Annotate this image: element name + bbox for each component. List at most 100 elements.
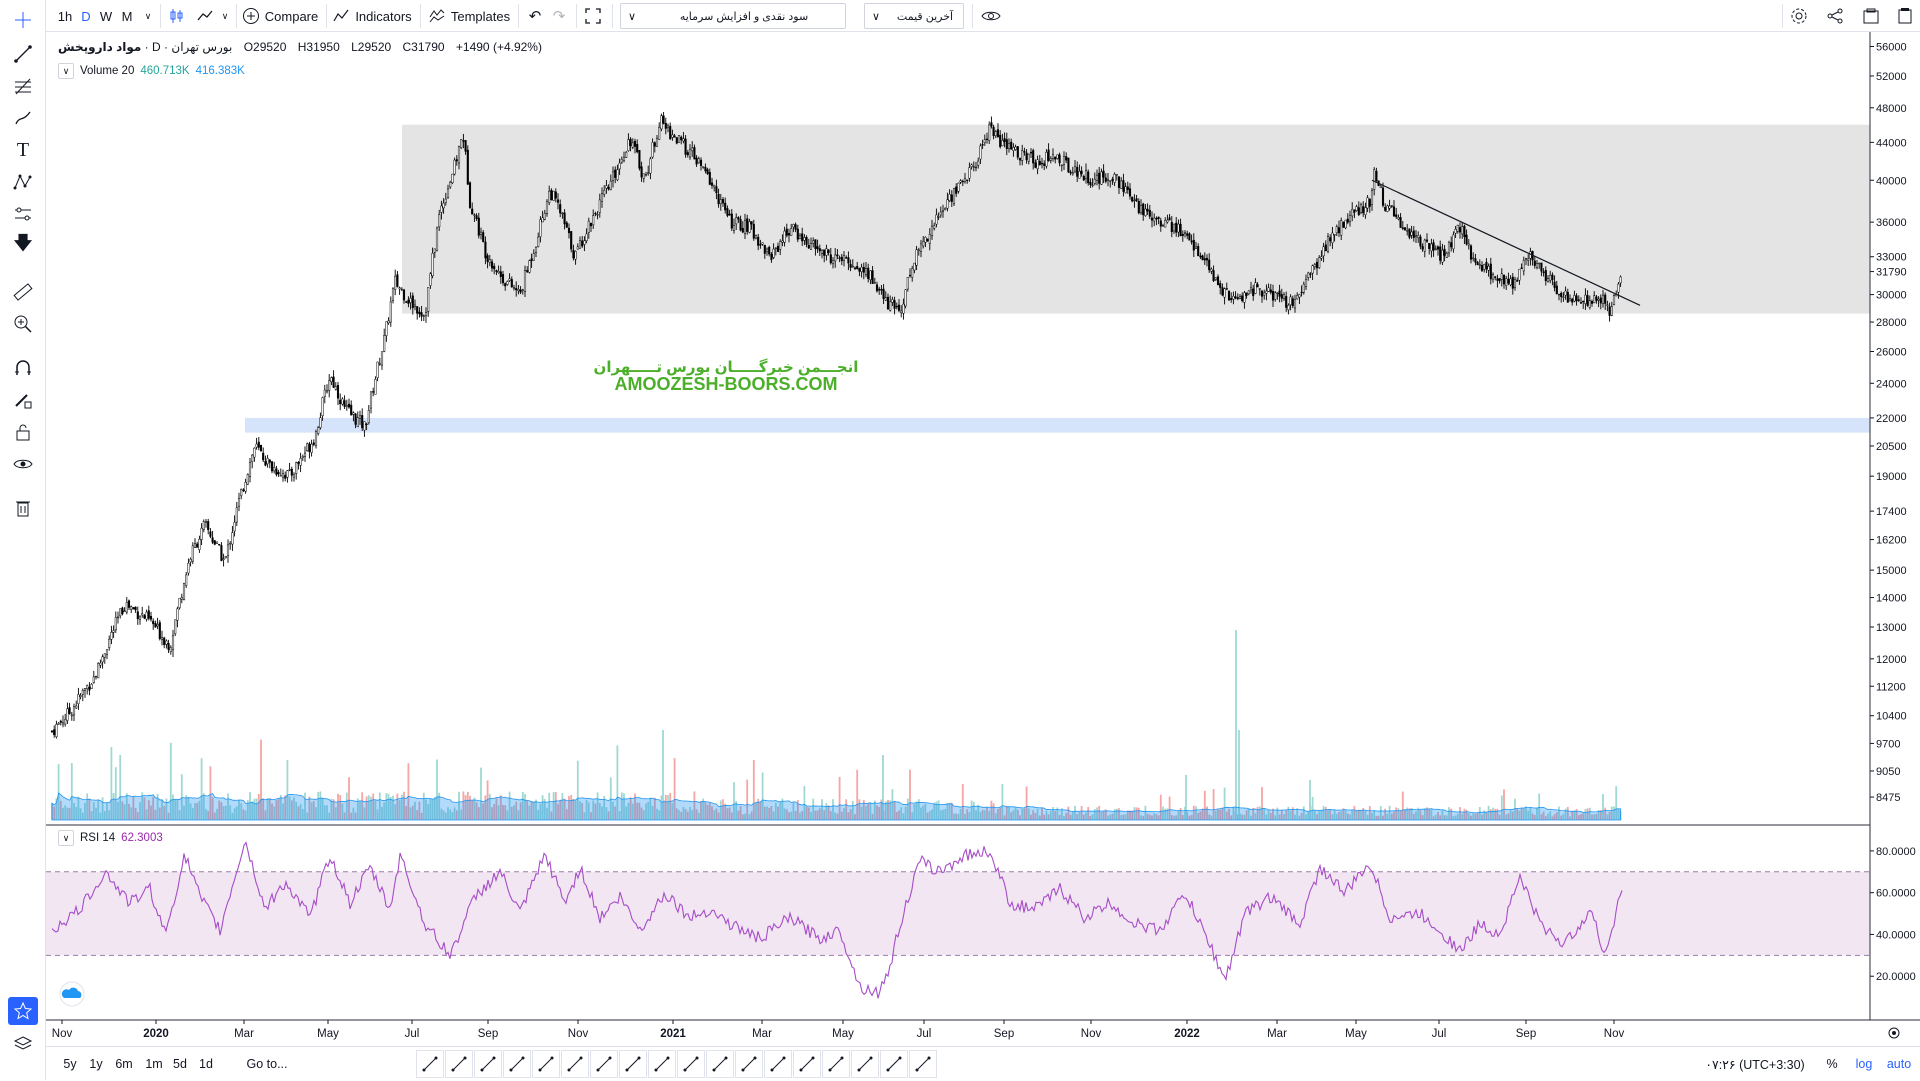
rectangle-icon[interactable] bbox=[474, 1050, 502, 1078]
callout-icon[interactable] bbox=[561, 1050, 589, 1078]
parallel-channel-icon[interactable] bbox=[445, 1050, 473, 1078]
indicators-button[interactable]: Indicators bbox=[330, 0, 414, 32]
interval-d[interactable]: D bbox=[81, 8, 91, 24]
trend-line-icon[interactable] bbox=[8, 40, 38, 68]
favorites-star-icon[interactable] bbox=[8, 997, 38, 1025]
line-chart-icon[interactable] bbox=[192, 0, 218, 32]
volume-bar bbox=[1186, 811, 1189, 820]
range-5y[interactable]: 5y bbox=[63, 1057, 77, 1071]
volume-bar bbox=[376, 809, 379, 820]
dividends-dropdown[interactable]: ∨ سود نقدی و افزایش سرمایه bbox=[620, 3, 846, 29]
volume-bar bbox=[455, 810, 458, 820]
templates-button[interactable]: Templates bbox=[426, 0, 512, 32]
elliott-wave-icon[interactable] bbox=[764, 1050, 792, 1078]
layout-icon[interactable] bbox=[1892, 0, 1918, 32]
rsi-collapse-chevron-icon[interactable]: ∨ bbox=[58, 830, 74, 846]
share-icon[interactable] bbox=[1822, 0, 1848, 32]
log-toggle[interactable]: log bbox=[1855, 1057, 1873, 1071]
price-source-dropdown[interactable]: ∨ آخرین قیمت bbox=[864, 3, 964, 29]
range-1d[interactable]: 1d bbox=[199, 1057, 213, 1071]
crosshair-icon[interactable] bbox=[8, 6, 38, 34]
prediction-tools-icon[interactable] bbox=[8, 200, 38, 228]
goto-button[interactable]: Go to... bbox=[246, 1057, 288, 1071]
extended-line-icon[interactable] bbox=[648, 1050, 676, 1078]
visibility-eye-icon[interactable] bbox=[8, 450, 38, 478]
volume-bar bbox=[693, 791, 696, 820]
candle-body bbox=[770, 253, 773, 260]
trash-icon[interactable] bbox=[8, 494, 38, 522]
xabcd-icon[interactable] bbox=[909, 1050, 937, 1078]
fib-tools-icon[interactable] bbox=[8, 72, 38, 100]
price-chart[interactable]: انجـــمن خبرگـــــان بورس تـــــهران AMO… bbox=[46, 32, 1920, 1046]
fullscreen-icon[interactable] bbox=[582, 0, 604, 32]
range-1y[interactable]: 1y bbox=[89, 1057, 103, 1071]
interval-w[interactable]: W bbox=[99, 8, 113, 24]
range-1m[interactable]: 1m bbox=[145, 1057, 163, 1071]
arrow-down-icon[interactable]: 🡇 bbox=[13, 233, 33, 253]
chart-settings-gear-icon[interactable] bbox=[1888, 1027, 1900, 1039]
downtrend-line[interactable] bbox=[1371, 179, 1641, 306]
horizontal-lines-icon[interactable] bbox=[416, 1050, 444, 1078]
text-tool-icon[interactable]: T bbox=[16, 138, 30, 161]
brush-icon[interactable] bbox=[8, 104, 38, 132]
chart-type-chevron-icon[interactable]: ∨ bbox=[221, 10, 229, 21]
candle-body bbox=[1056, 154, 1059, 159]
candles-chart-icon[interactable] bbox=[164, 0, 190, 32]
clock-timezone[interactable]: ۰۷:۲۶ (UTC+3:30) bbox=[1705, 1057, 1805, 1072]
volume-collapse-chevron-icon[interactable]: ∨ bbox=[58, 63, 74, 79]
horizontal-ray-icon[interactable] bbox=[590, 1050, 618, 1078]
cross-line-icon[interactable] bbox=[619, 1050, 647, 1078]
tradingview-cloud-icon[interactable] bbox=[59, 981, 85, 1007]
trend-line-icon[interactable] bbox=[532, 1050, 560, 1078]
text-icon[interactable] bbox=[503, 1050, 531, 1078]
eye-icon[interactable] bbox=[978, 0, 1004, 32]
percent-toggle[interactable]: % bbox=[1826, 1057, 1838, 1071]
range-6m[interactable]: 6m bbox=[115, 1057, 133, 1071]
symbol-name[interactable]: مواد داروپخش bbox=[58, 40, 142, 54]
object-tree-layers-icon[interactable] bbox=[8, 1030, 38, 1058]
path-icon[interactable] bbox=[880, 1050, 908, 1078]
settings-gear-icon[interactable] bbox=[1786, 0, 1812, 32]
volume-bar bbox=[326, 805, 328, 820]
snapshot-icon[interactable] bbox=[1858, 0, 1884, 32]
volume-bar bbox=[645, 803, 647, 820]
volume-bar bbox=[741, 814, 744, 820]
fib-retracement-icon[interactable] bbox=[851, 1050, 879, 1078]
volume-bar bbox=[1302, 806, 1305, 820]
time-axis[interactable]: Nov 2020 Mar May Jul Sep Nov 2021 Mar May Jul Sep No… bbox=[52, 1020, 1625, 1040]
candle-body bbox=[1399, 217, 1402, 228]
candle-body bbox=[1597, 298, 1600, 301]
volume-bar bbox=[607, 811, 610, 820]
ruler-icon[interactable] bbox=[8, 278, 38, 306]
undo-icon[interactable]: ↶ bbox=[528, 8, 542, 25]
support-zone[interactable] bbox=[245, 417, 1870, 433]
magnet-icon[interactable] bbox=[8, 354, 38, 382]
head-shoulders-icon[interactable] bbox=[822, 1050, 850, 1078]
compare-button[interactable]: Compare bbox=[240, 0, 320, 32]
auto-toggle[interactable]: auto bbox=[1886, 1057, 1912, 1071]
volume-bar bbox=[983, 810, 986, 820]
zoom-in-icon[interactable] bbox=[8, 310, 38, 338]
candle-body bbox=[330, 377, 333, 382]
candle-body bbox=[341, 398, 344, 405]
redo-icon[interactable]: ↷ bbox=[552, 8, 566, 25]
volume-spike bbox=[1235, 630, 1237, 820]
horizontal-segment-icon[interactable] bbox=[706, 1050, 734, 1078]
lock-drawing-pencil-icon[interactable] bbox=[8, 386, 38, 414]
price-axis[interactable]: 5600052000480004400040000360003300030000… bbox=[1870, 42, 1907, 805]
volume-bar bbox=[889, 800, 892, 820]
lock-icon[interactable] bbox=[8, 418, 38, 446]
arrow-line-icon[interactable] bbox=[677, 1050, 705, 1078]
interval-m[interactable]: M bbox=[121, 8, 133, 24]
volume-spike bbox=[882, 755, 884, 820]
interval-1h[interactable]: 1h bbox=[57, 8, 73, 24]
range-5d[interactable]: 5d bbox=[173, 1057, 187, 1071]
measure-icon[interactable] bbox=[735, 1050, 763, 1078]
interval-dropdown-chevron-icon[interactable]: ∨ bbox=[144, 10, 152, 21]
resistance-zone[interactable] bbox=[402, 124, 1870, 314]
volume-bar bbox=[554, 792, 557, 820]
abcd-pattern-icon[interactable] bbox=[793, 1050, 821, 1078]
volume-bar bbox=[1294, 814, 1296, 820]
patterns-icon[interactable] bbox=[8, 168, 38, 196]
